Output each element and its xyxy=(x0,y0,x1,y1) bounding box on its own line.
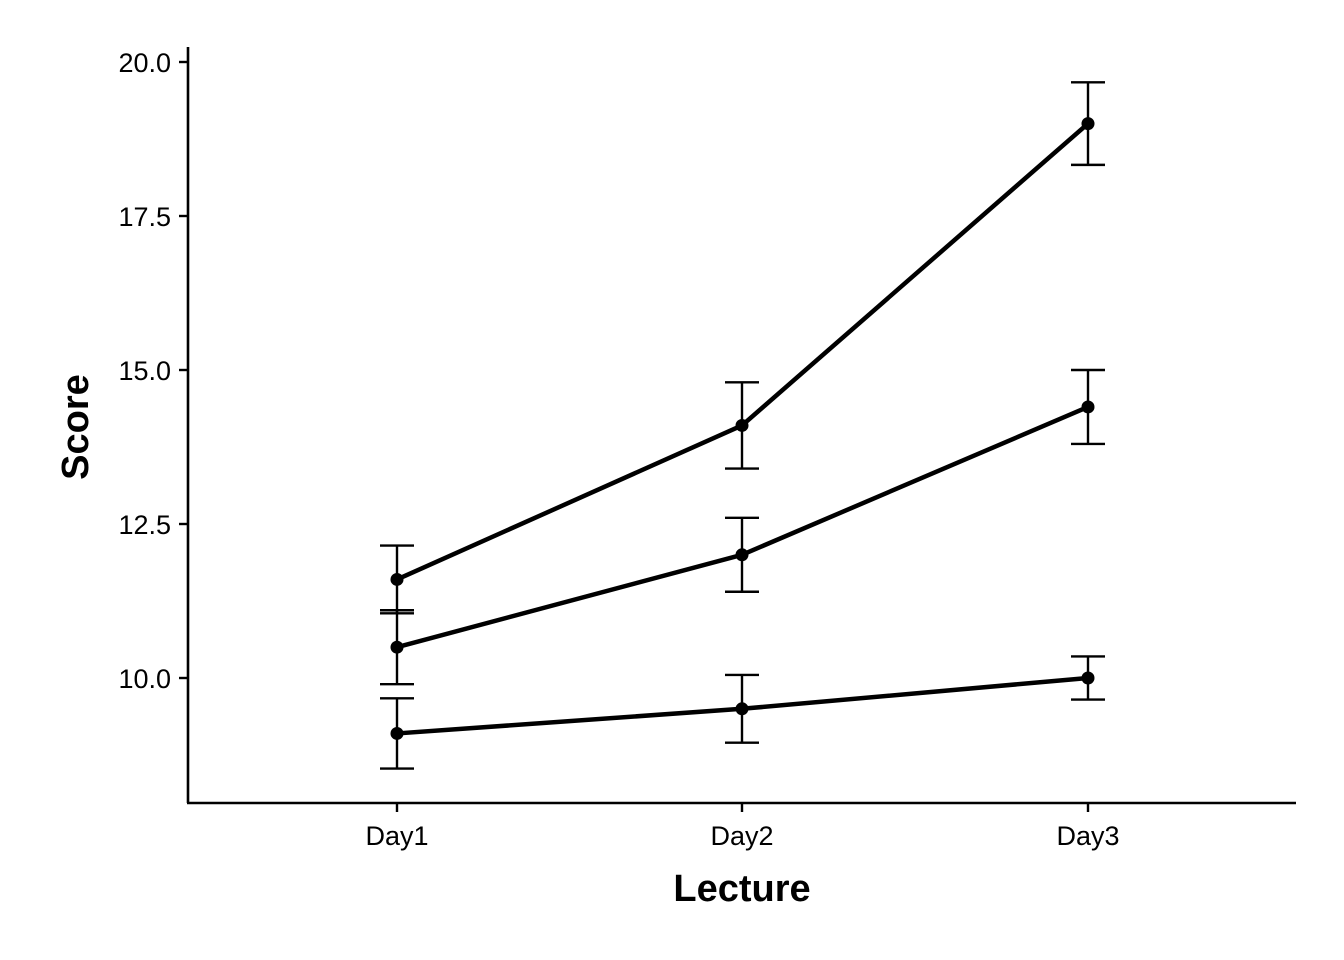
x-tick-label: Day3 xyxy=(1056,821,1119,851)
y-tick-label: 15.0 xyxy=(118,356,171,386)
x-tick-label: Day1 xyxy=(365,821,428,851)
data-point xyxy=(1081,671,1095,685)
y-tick-label: 10.0 xyxy=(118,664,171,694)
y-tick-label: 12.5 xyxy=(118,510,171,540)
x-tick-label: Day2 xyxy=(710,821,773,851)
data-point xyxy=(390,640,404,654)
series-3 xyxy=(380,655,1105,770)
x-axis-title: Lecture xyxy=(673,868,810,910)
data-point xyxy=(1081,400,1095,414)
y-axis-title: Score xyxy=(55,374,97,480)
y-tick-label: 20.0 xyxy=(118,48,171,78)
series-layer xyxy=(380,81,1105,770)
x-axis-ticks: Day1 Day2 Day3 xyxy=(365,803,1120,851)
series-2 xyxy=(380,368,1105,686)
data-point xyxy=(735,548,749,562)
y-tick-label: 17.5 xyxy=(118,202,171,232)
data-point xyxy=(735,702,749,716)
data-point xyxy=(1081,117,1095,131)
y-axis-ticks: 10.0 12.5 15.0 17.5 20.0 xyxy=(118,48,188,694)
series-line xyxy=(394,121,1091,582)
series-1 xyxy=(380,81,1105,615)
data-point xyxy=(735,418,749,432)
data-point xyxy=(390,726,404,740)
data-point xyxy=(390,572,404,586)
